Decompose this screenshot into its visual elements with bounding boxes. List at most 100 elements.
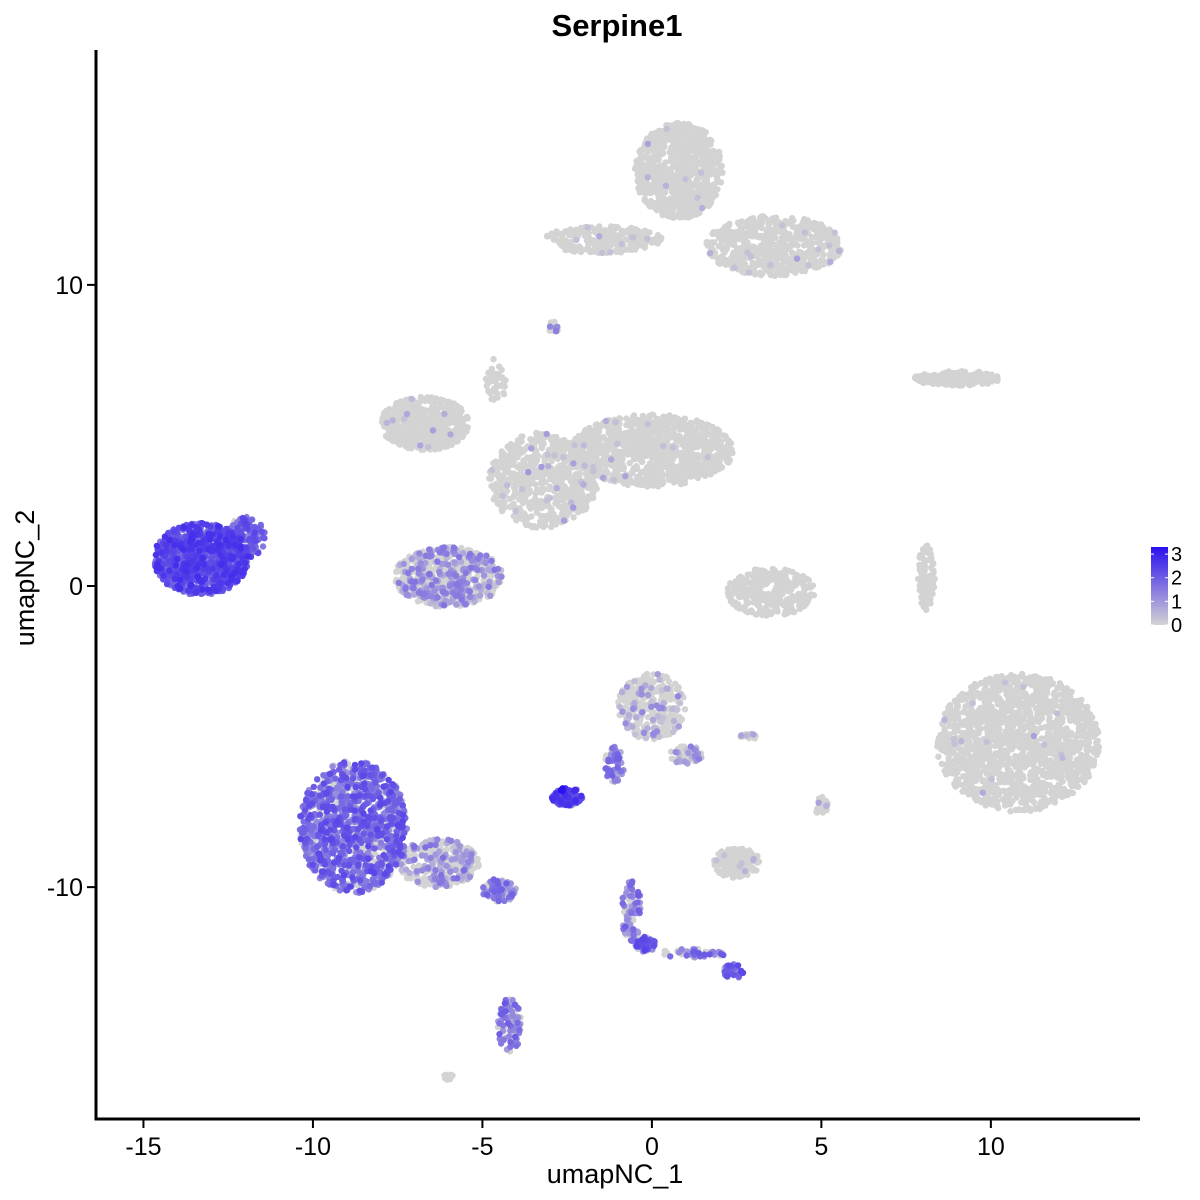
cell-point <box>386 405 393 413</box>
cell-point <box>533 429 540 437</box>
cell-point <box>756 232 764 240</box>
cell-point <box>681 420 688 427</box>
cell-point <box>567 473 574 480</box>
cell-point <box>627 432 635 440</box>
cell-point <box>529 524 536 531</box>
cell-point <box>583 426 591 434</box>
cell-point <box>772 215 780 222</box>
cell-point <box>958 368 965 375</box>
cell-point <box>719 169 726 176</box>
cell-point <box>459 432 467 439</box>
cell-point <box>774 246 782 253</box>
cell-point <box>787 218 794 225</box>
cell-point <box>701 181 708 189</box>
cell-point <box>766 269 773 276</box>
cell-point <box>571 479 578 487</box>
cell-point <box>751 228 758 235</box>
cell-point <box>667 414 674 422</box>
cell-point <box>653 436 660 443</box>
cell-point <box>525 490 532 497</box>
cell-point <box>442 415 449 422</box>
cell-point <box>672 120 680 127</box>
cell-point <box>678 453 685 461</box>
cell-point <box>642 185 649 192</box>
cell-point <box>708 197 715 205</box>
cell-point <box>635 229 642 236</box>
cell-point <box>594 225 601 233</box>
cell-point <box>709 230 716 237</box>
cell-point <box>703 167 711 174</box>
cell-point <box>593 485 600 492</box>
cell-point <box>757 247 765 254</box>
cell-point <box>642 474 649 482</box>
cell-point <box>635 428 643 435</box>
cell-point <box>613 430 621 438</box>
cell-point <box>411 415 418 423</box>
cell-point <box>421 882 428 889</box>
cell-point <box>661 164 669 172</box>
cell-point <box>445 398 453 405</box>
cell-point <box>677 140 684 147</box>
cell-point <box>820 251 827 259</box>
cell-point <box>713 178 721 186</box>
cell-point <box>537 518 544 525</box>
cell-point <box>752 566 759 573</box>
cell-point <box>708 241 715 248</box>
cell-point <box>404 420 411 427</box>
cell-point <box>703 150 710 157</box>
cell-point <box>396 411 403 419</box>
cell-point <box>767 237 774 245</box>
cell-point <box>540 513 547 520</box>
cell-point <box>656 428 664 435</box>
cell-point <box>811 219 818 227</box>
cell-point <box>780 243 787 250</box>
cell-point <box>652 187 659 194</box>
cell-point <box>527 436 534 443</box>
scatter-points <box>151 119 1103 1083</box>
cell-point <box>800 250 807 258</box>
cell-point <box>591 430 598 437</box>
cell-point <box>491 482 498 489</box>
cell-point <box>734 245 741 252</box>
cell-point <box>421 874 428 882</box>
cell-point <box>581 232 589 239</box>
cell-point <box>474 863 481 870</box>
cell-point <box>669 199 676 206</box>
cell-point <box>621 246 628 253</box>
cell-point <box>572 228 579 235</box>
cell-point <box>695 456 702 463</box>
cell-point <box>699 430 706 438</box>
cell-point <box>609 223 616 231</box>
cell-point <box>698 438 706 445</box>
cell-point <box>706 136 714 143</box>
cell-point <box>420 423 428 430</box>
cell-point <box>455 408 463 415</box>
cell-point <box>417 429 424 436</box>
cell-point <box>749 215 757 222</box>
cell-point <box>636 189 644 196</box>
cell-point <box>712 157 719 164</box>
cell-point <box>520 448 527 455</box>
cell-point <box>690 465 697 473</box>
cell-point <box>645 437 652 444</box>
cell-point <box>412 403 419 410</box>
cell-point <box>669 451 676 458</box>
cell-point <box>815 228 822 235</box>
cell-point <box>510 470 517 477</box>
cell-point <box>589 438 596 446</box>
cell-point <box>759 270 766 277</box>
cell-point <box>789 580 796 588</box>
cell-point <box>686 210 693 217</box>
cell-point <box>634 474 641 481</box>
cell-point <box>673 184 680 192</box>
cell-point <box>833 237 841 244</box>
cell-point <box>415 862 423 869</box>
cell-point <box>623 415 630 422</box>
cell-point <box>683 200 690 207</box>
cell-point <box>396 441 403 448</box>
cell-point <box>635 416 642 424</box>
cell-point <box>718 237 725 244</box>
cell-point <box>719 254 726 261</box>
cell-point <box>721 244 729 251</box>
cell-point <box>596 468 604 476</box>
